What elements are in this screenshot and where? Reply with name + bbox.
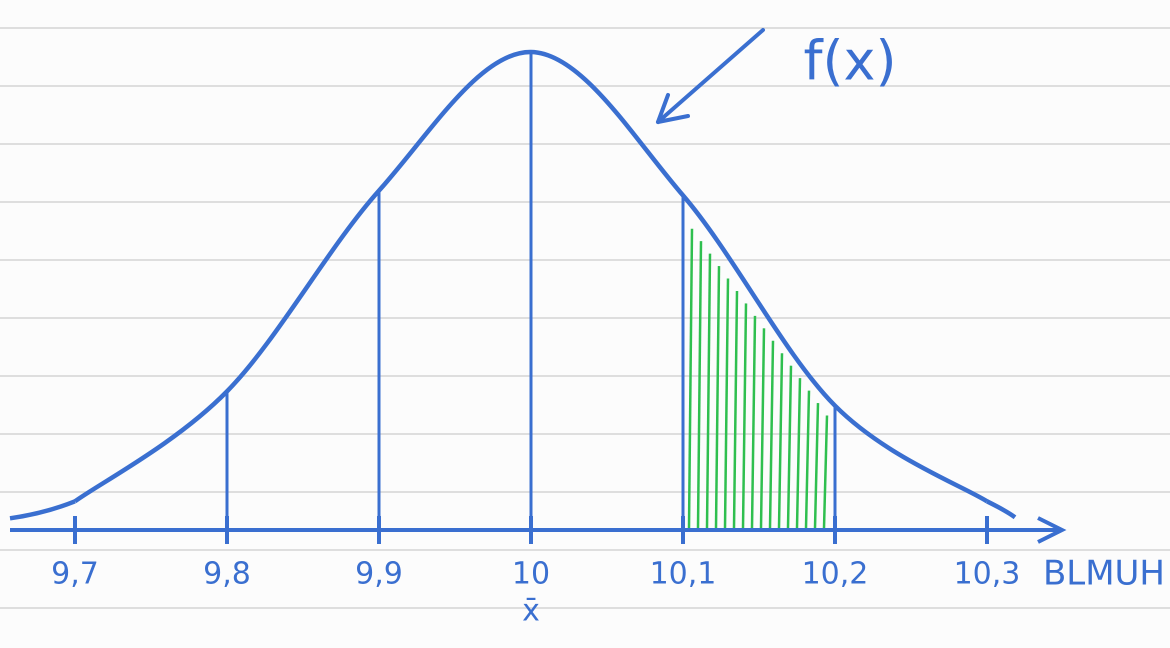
hatch-line: [813, 403, 820, 529]
hatch-line: [804, 390, 811, 529]
mean-label: x̄: [522, 594, 540, 629]
arrow-head: [656, 93, 690, 124]
paper-lines: [0, 27, 1170, 609]
hatch-line: [741, 303, 748, 529]
hatch-line: [696, 241, 703, 529]
x-tick-label: 9,8: [203, 557, 251, 592]
curve-tail: [9, 499, 76, 521]
x-tick-label: 9,9: [355, 557, 403, 592]
hatch-line: [768, 340, 775, 529]
hatch-line: [750, 315, 757, 529]
x-tick-label: 10,1: [650, 557, 717, 592]
x-tick-label: 9,7: [51, 557, 99, 592]
hatch-line: [714, 266, 721, 529]
x-tick-label: 10: [512, 557, 550, 592]
hatch-line: [786, 365, 793, 529]
curve-tail: [985, 499, 1017, 520]
axis-arrow: [1037, 516, 1067, 544]
curve-label: f(x): [803, 30, 896, 93]
arrow-shaft: [656, 28, 765, 124]
x-axis-label: BLMUH: [1043, 554, 1165, 594]
hatch-line: [687, 228, 694, 529]
shaded-area: [687, 228, 829, 529]
x-tick-label: 10,3: [954, 557, 1021, 592]
hatch-line: [723, 278, 730, 529]
hatch-line: [732, 290, 739, 529]
hatch-line: [705, 253, 712, 529]
hatch-line: [777, 353, 784, 529]
x-tick-label: 10,2: [802, 557, 869, 592]
hatch-line: [795, 378, 802, 529]
hatch-line: [759, 328, 766, 529]
hatch-line: [822, 415, 829, 529]
